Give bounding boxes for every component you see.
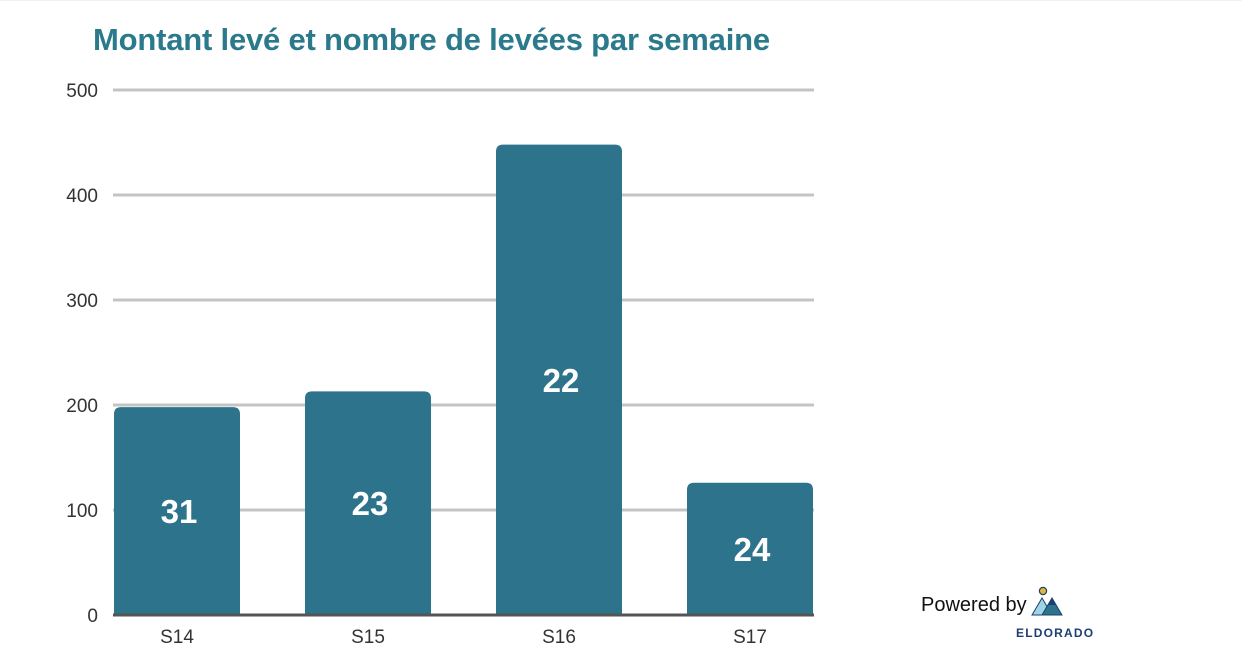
bar-s17 xyxy=(687,482,813,615)
powered-by-text: Powered by xyxy=(921,594,1027,616)
y-axis-ticks: 0 100 200 300 400 500 xyxy=(66,81,98,627)
y-tick-label: 100 xyxy=(66,501,98,522)
bar-data-label: 22 xyxy=(543,362,580,399)
x-tick-label: S17 xyxy=(733,627,767,648)
x-tick-label: S16 xyxy=(542,627,576,648)
bar-data-label: 23 xyxy=(352,485,389,522)
eldorado-brand-name: ELDORADO xyxy=(1016,626,1095,640)
bar-s16 xyxy=(496,144,622,615)
top-divider xyxy=(0,0,1242,1)
bar-data-label: 31 xyxy=(161,493,198,530)
eldorado-logo-icon xyxy=(1030,586,1063,616)
y-tick-label: 300 xyxy=(66,291,98,312)
y-tick-label: 0 xyxy=(87,606,98,627)
bar-s14 xyxy=(114,407,240,615)
x-tick-label: S15 xyxy=(351,627,385,648)
bars: 31 23 22 24 xyxy=(114,144,813,615)
x-axis-ticks: S14 S15 S16 S17 xyxy=(160,627,767,648)
y-tick-label: 200 xyxy=(66,396,98,417)
chart-title: Montant levé et nombre de levées par sem… xyxy=(93,22,770,57)
x-tick-label: S14 xyxy=(160,627,194,648)
y-tick-label: 400 xyxy=(66,186,98,207)
bar-s15 xyxy=(305,391,431,615)
y-tick-label: 500 xyxy=(66,81,98,102)
powered-by: Powered by xyxy=(921,586,1065,619)
bar-data-label: 24 xyxy=(734,531,771,568)
